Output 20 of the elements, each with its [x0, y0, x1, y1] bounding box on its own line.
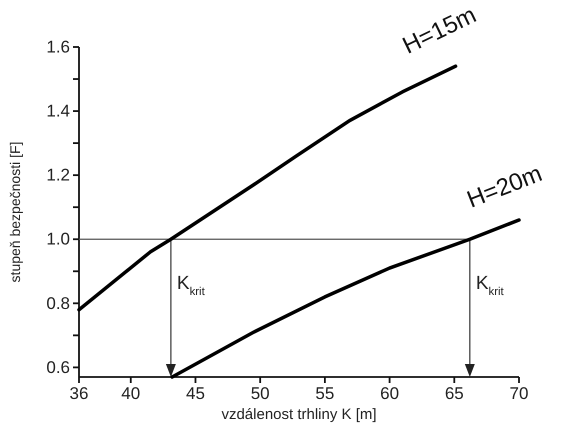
x-tick-label: 40 — [121, 384, 140, 403]
x-tick-label: 36 — [70, 384, 88, 403]
x-tick-label: 60 — [380, 384, 400, 403]
y-tick-label: 1.0 — [46, 230, 70, 249]
y-axis-title: stupeň bezpečnosti [F] — [7, 142, 23, 282]
annotation: K$_{krit}$ — [176, 272, 206, 298]
x-tick-label: 45 — [186, 384, 205, 403]
y-tick-label: 1.4 — [46, 102, 70, 121]
x-tick-label: 50 — [250, 384, 270, 403]
y-tick-label: 0.6 — [46, 358, 70, 377]
line-series — [77, 64, 458, 312]
x-tick-label: 65 — [444, 384, 464, 403]
y-tick-label: 0.8 — [46, 294, 70, 313]
x-axis-title: vzdálenost trhliny K [m] — [221, 406, 377, 423]
y-tick-label: 1.2 — [46, 166, 70, 185]
x-tick-label: 70 — [510, 384, 528, 403]
y-tick-label: 1.6 — [46, 37, 70, 56]
x-tick-label: 55 — [315, 384, 334, 403]
text: H=20m — [463, 160, 546, 214]
annotation: K$_{krit}$ — [476, 272, 505, 298]
